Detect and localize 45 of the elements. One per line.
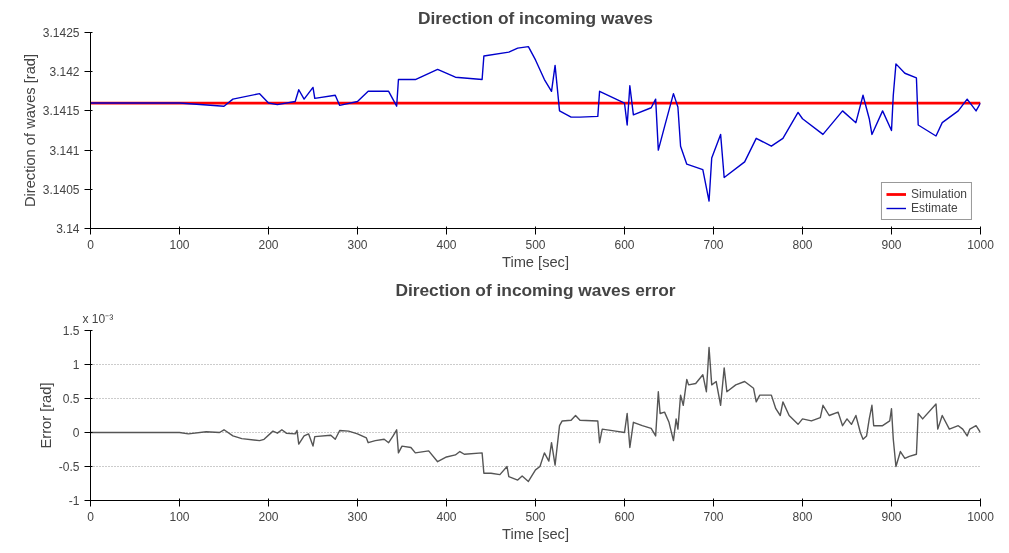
x-tick-label: 0 (87, 237, 95, 252)
x-tick-label: 500 (525, 509, 546, 524)
y-tick-label: 1 (72, 358, 80, 372)
y-tick-label: 1.5 (62, 324, 80, 338)
x-tick-label: 700 (703, 237, 724, 252)
x-axis-title: Time [sec] (501, 525, 570, 542)
x-tick-label: 200 (258, 237, 279, 252)
x-tick-label: 300 (347, 237, 368, 252)
y-tick-label: 0 (72, 426, 80, 440)
x-tick-label: 600 (614, 509, 635, 524)
x-tick-label: 900 (881, 509, 902, 524)
x-tick-label: 700 (703, 509, 724, 524)
x-tick-label: 300 (347, 509, 368, 524)
chart-title: Direction of incoming waves error (395, 279, 676, 300)
y-tick-label: -0.5 (58, 460, 80, 474)
line-series (90, 45, 981, 202)
x-axis-title: Time [sec] (501, 253, 570, 270)
y-tick-label: 3.141 (49, 143, 80, 158)
line-series (90, 346, 981, 483)
x-tick-label: 100 (169, 237, 190, 252)
y-tick-label: 3.142 (49, 65, 80, 80)
y-tick-label: 3.14 (56, 222, 80, 236)
x-tick-label: 1000 (967, 509, 995, 524)
x-tick-label: 600 (614, 237, 635, 252)
text: x 10⁻³ (82, 311, 114, 326)
x-tick-label: 200 (258, 509, 279, 524)
x-tick-label: 100 (169, 509, 190, 524)
x-tick-label: 800 (792, 237, 813, 252)
y-axis-title: Direction of waves [rad] (21, 53, 38, 208)
x-tick-label: 400 (436, 509, 457, 524)
x-tick-label: 400 (436, 237, 457, 252)
legend-label: Estimate (910, 201, 958, 215)
x-tick-label: 0 (87, 509, 95, 524)
y-tick-label: 0.5 (62, 392, 80, 406)
y-tick-label: -1 (68, 494, 80, 508)
x-tick-label: 1000 (967, 237, 995, 252)
x-tick-label: 500 (525, 237, 546, 252)
y-tick-label: 3.1405 (42, 182, 80, 197)
x-tick-label: 800 (792, 509, 813, 524)
legend-label: Simulation (910, 187, 967, 201)
y-tick-label: 3.1425 (42, 26, 80, 40)
y-tick-label: 3.1415 (42, 104, 80, 119)
y-axis-title: Error [rad] (37, 382, 54, 449)
chart-title: Direction of incoming waves (418, 7, 653, 28)
x-tick-label: 900 (881, 237, 902, 252)
